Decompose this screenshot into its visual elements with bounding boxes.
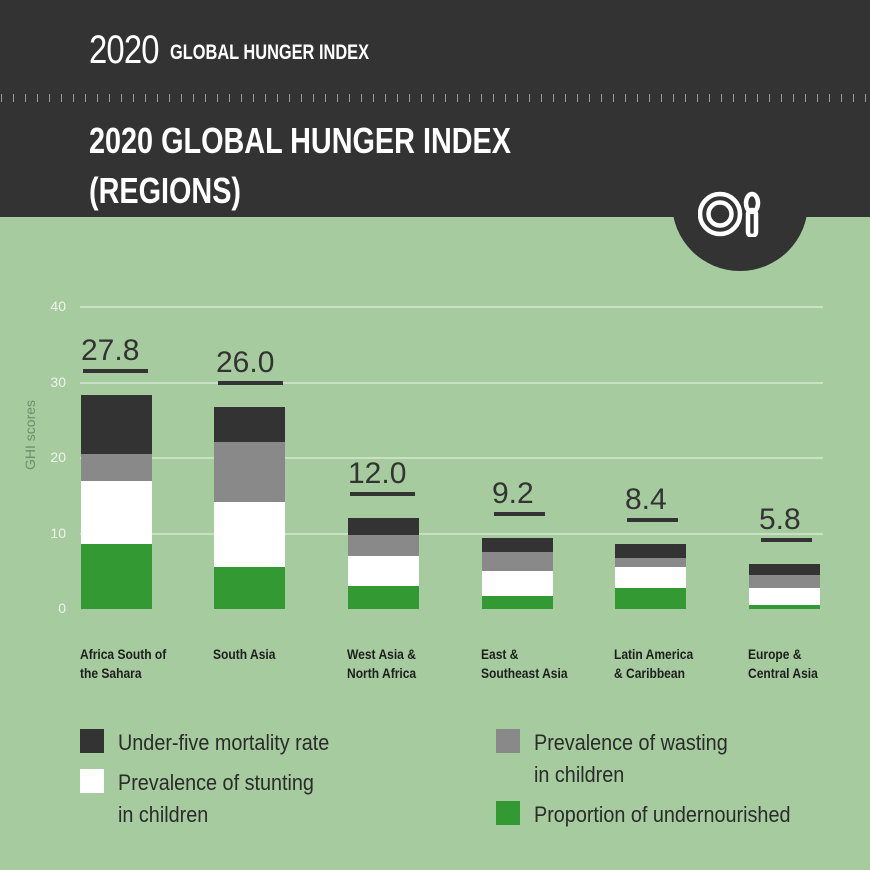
legend-label: Prevalence of stunting in children [118, 770, 314, 827]
bar-stack [615, 544, 686, 609]
category-label-line1: West Asia & [347, 646, 416, 662]
score-underline [494, 512, 545, 517]
y-tick-label: 40 [50, 298, 66, 314]
bar-segment [81, 481, 152, 545]
bar-stack [749, 563, 820, 609]
publication-name: GLOBAL HUNGER INDEX [170, 41, 370, 64]
category-label: Africa South of the Sahara [80, 645, 166, 683]
bar-segment [615, 544, 686, 558]
bar-segment [81, 395, 152, 455]
legend-label: Prevalence of wasting in children [534, 730, 728, 787]
score-label: 5.8 [759, 502, 801, 536]
bar-stack [214, 407, 285, 609]
category-label: Europe & Central Asia [748, 645, 818, 683]
y-axis-label: GHI scores [22, 399, 38, 470]
bar-stack [81, 395, 152, 609]
category-label-line2: Southeast Asia [481, 665, 568, 681]
category-label: East & Southeast Asia [481, 645, 568, 683]
legend-swatch [80, 729, 104, 753]
category-label-line1: Latin America [614, 646, 694, 662]
gridline [80, 306, 823, 308]
plate-spoon-icon [698, 191, 761, 237]
bar-segment [214, 566, 285, 609]
legend-label: Under-five mortality rate [118, 730, 330, 755]
category-label-line1: Europe & [748, 646, 802, 662]
icon-badge [672, 135, 808, 271]
category-label: South Asia [213, 645, 275, 664]
chart-title-line2: (REGIONS) [89, 170, 242, 211]
bar-segment [749, 605, 820, 609]
bar-segment [482, 552, 553, 571]
publication-year: 2020 [89, 28, 160, 72]
category-label-line1: South Asia [213, 646, 276, 662]
category-label-line2: North Africa [347, 665, 417, 681]
legend-label: Proportion of undernourished [534, 802, 791, 827]
chart-title: 2020 GLOBAL HUNGER INDEX (REGIONS) [89, 116, 511, 216]
y-tick-label: 30 [50, 373, 66, 390]
bar-segment [81, 544, 152, 609]
category-label-line2: & Caribbean [614, 665, 685, 681]
legend-swatch [496, 801, 520, 825]
bar-stack [348, 518, 419, 609]
category-label-line1: East & [481, 646, 519, 662]
bar-segment [348, 518, 419, 536]
bar-segment [214, 442, 285, 502]
score-underline [83, 369, 148, 374]
publication-heading: 2020 GLOBAL HUNGER INDEX [89, 28, 426, 73]
y-tick-label: 10 [50, 524, 66, 541]
score-label: 27.8 [81, 334, 140, 368]
bar-segment [482, 538, 553, 553]
bar-segment [81, 454, 152, 482]
category-label: Latin America & Caribbean [614, 645, 693, 683]
bar-segment [348, 556, 419, 587]
score-underline [761, 537, 812, 542]
gridline [80, 457, 823, 459]
bar-segment [749, 563, 820, 576]
category-label-line2: the Sahara [80, 665, 142, 681]
legend-item: Prevalence of wasting in children [496, 727, 749, 791]
gridline [80, 381, 823, 384]
score-underline [218, 381, 283, 386]
y-tick-label: 0 [58, 600, 66, 616]
bar-segment [615, 557, 686, 567]
bar-segment [482, 570, 553, 597]
chart-title-line1: 2020 GLOBAL HUNGER INDEX [89, 120, 511, 161]
bar-segment [749, 575, 820, 588]
score-underline [350, 492, 415, 497]
bar-segment [749, 587, 820, 606]
score-label: 9.2 [492, 477, 534, 511]
score-label: 12.0 [348, 457, 407, 491]
tick-divider [0, 94, 870, 102]
legend-swatch [496, 729, 520, 753]
category-label-line1: Africa South of [80, 646, 167, 662]
bar-segment [214, 407, 285, 443]
bar-segment [615, 566, 686, 588]
bar-segment [348, 535, 419, 557]
bar-stack [482, 538, 553, 609]
bar-segment [615, 587, 686, 609]
score-underline [627, 518, 678, 523]
bar-segment [482, 596, 553, 609]
category-label: West Asia & North Africa [347, 645, 416, 683]
legend-item: Prevalence of stunting in children [80, 767, 336, 831]
category-label-line2: Central Asia [748, 665, 818, 681]
score-label: 26.0 [216, 346, 275, 380]
legend-item: Under-five mortality rate [80, 727, 353, 759]
bar-segment [214, 501, 285, 567]
bar-segment [348, 586, 419, 609]
legend-item: Proportion of undernourished [496, 799, 819, 831]
y-tick-label: 20 [50, 449, 66, 465]
header-banner: 2020 GLOBAL HUNGER INDEX 2020 GLOBAL HUN… [0, 0, 870, 217]
gridline [80, 532, 823, 535]
score-label: 8.4 [625, 483, 667, 517]
legend-swatch [80, 769, 104, 793]
